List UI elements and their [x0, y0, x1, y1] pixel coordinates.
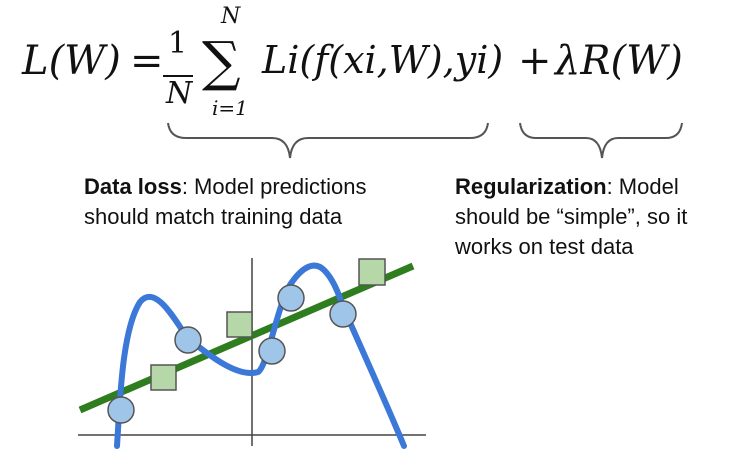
data-point-square	[358, 258, 386, 286]
data-loss-label: Data loss	[84, 174, 182, 199]
data-point-circle	[107, 396, 135, 424]
data-loss-brace	[167, 122, 489, 159]
simple-model-line	[78, 262, 415, 414]
regularization-label: Regularization	[455, 174, 607, 199]
regularization-caption-line1: Regularization: Model	[455, 172, 687, 202]
data-point-circle	[258, 337, 286, 365]
lhs-term: L(W)	[22, 38, 121, 84]
data-point-circle	[174, 326, 202, 354]
sum-upper-limit: N	[221, 4, 241, 29]
data-point-square	[150, 364, 177, 391]
data-point-circle	[277, 284, 305, 312]
data-loss-caption-line1: Data loss: Model predictions	[84, 172, 366, 202]
fraction-numerator: 1	[168, 26, 188, 61]
data-loss-line1-rest: : Model predictions	[181, 174, 367, 199]
loss-equation: L(W) = 1 N N ∑ i=1 Li(f(xi,W),yi) + λR(W…	[0, 0, 736, 140]
regularization-term: λR(W)	[555, 38, 683, 84]
data-point-circle	[329, 300, 357, 328]
fraction-denominator: N	[166, 76, 193, 111]
regularization-caption-line2: should be “simple”, so it	[455, 204, 688, 229]
data-point-square	[226, 311, 253, 338]
regularization-line1-rest: : Model	[606, 174, 679, 199]
sum-lower-limit: i=1	[212, 96, 248, 120]
plus-sign: +	[518, 38, 552, 84]
summation-symbol: ∑	[202, 30, 241, 93]
regularization-caption-line3: works on test data	[455, 234, 634, 259]
regularization-caption: Regularization: Model should be “simple”…	[455, 172, 687, 262]
equals-sign: =	[130, 38, 164, 84]
data-loss-caption: Data loss: Model predictions should matc…	[84, 172, 366, 232]
data-loss-caption-line2: should match training data	[84, 204, 343, 229]
fraction-bar	[163, 75, 193, 77]
regularization-brace	[519, 122, 683, 159]
data-loss-term: Li(f(xi,W),yi)	[262, 38, 504, 82]
